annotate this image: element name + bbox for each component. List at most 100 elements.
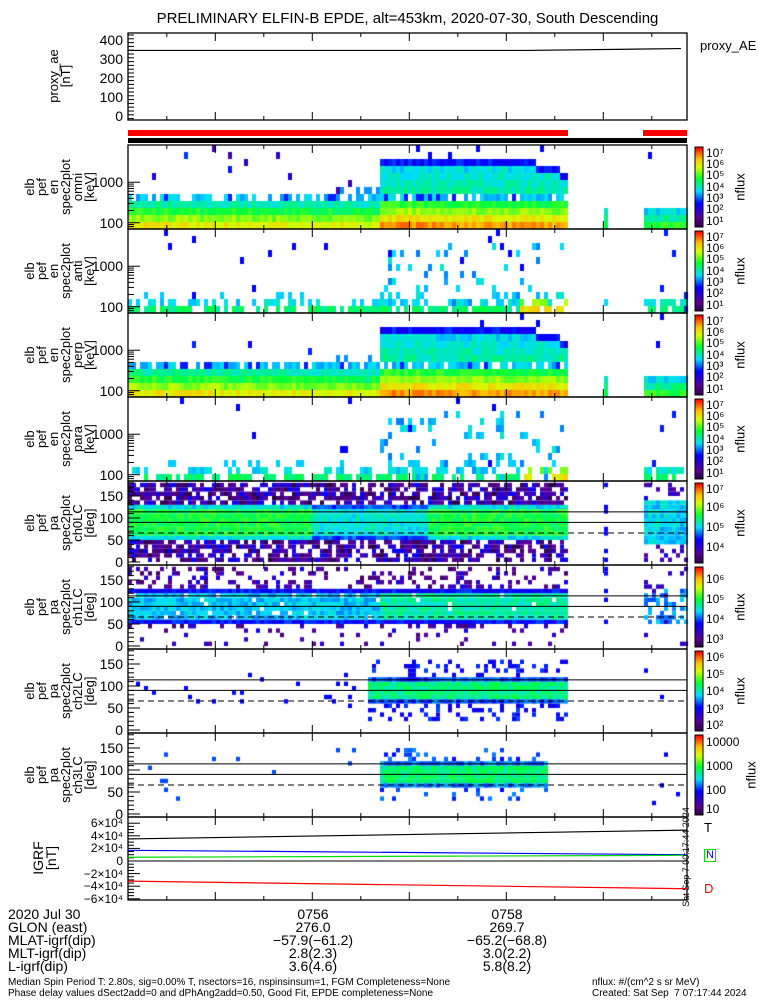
pa-panel-frame — [127, 480, 688, 566]
colorbar-tick-label: 10⁷ — [706, 229, 724, 244]
colorbar-tick-label: 10⁵ — [706, 519, 725, 534]
colorbar-label: nflux — [732, 509, 748, 537]
y-tick-label: 150 — [99, 656, 123, 672]
axis-row-value: 269.7 — [489, 919, 525, 935]
colorbar-label: nflux — [732, 173, 748, 201]
colorbar-tick-label: 10⁵ — [706, 666, 725, 681]
proxy-ae-line — [525, 47, 681, 52]
energy-panel-ylabel: elb pef en spec2plot para [keV] — [22, 411, 97, 467]
pa-panel-ylabel: elb pef pa spec2plot ch3LC [deg] — [22, 747, 97, 803]
y-tick-label: 4×10⁴ — [90, 828, 123, 843]
igrf-legend-D: D — [704, 880, 714, 896]
axis-row-value: 3.6(4.6) — [288, 958, 338, 974]
colorbar-tick-label: 10³ — [706, 190, 724, 205]
y-tick-label: 100 — [99, 762, 123, 778]
y-tick-label: 150 — [99, 488, 123, 504]
axis-row-label: L-igrf(dip) — [8, 958, 68, 974]
y-tick-label: 50 — [107, 616, 123, 632]
energy-panel-ylabel: elb pef en spec2plot omni [keV] — [22, 159, 97, 215]
igrf-ylabel: IGRF [nT] — [30, 841, 59, 875]
y-tick-label: 1000 — [91, 426, 123, 443]
colorbar-tick-label: 10⁶ — [706, 156, 725, 171]
axis-row-value: −57.9(−61.2) — [272, 932, 354, 948]
energy-panel-frame — [127, 312, 688, 398]
y-tick-label: 100 — [99, 89, 123, 105]
axis-row-label: 2020 Jul 30 — [8, 906, 81, 922]
colorbar-label: nflux — [732, 593, 748, 621]
y-tick-label: 100 — [99, 678, 123, 694]
y-tick-label: 0 — [116, 854, 123, 868]
colorbar-tick-label: 10¹ — [706, 213, 724, 228]
axis-row-value: −65.2(−68.8) — [466, 932, 548, 948]
colorbar-tick-label: 10⁴ — [706, 431, 725, 446]
colorbar-tick-label: 10⁶ — [706, 240, 725, 255]
creation-side-stamp: Sat Sep 7 00:17:44 2024 — [680, 807, 691, 907]
axis-row-value: 5.8(8.2) — [482, 958, 532, 974]
proxy-ae-legend: proxy_AE — [700, 38, 757, 53]
colorbar-label: nflux — [743, 761, 759, 789]
axis-row-value: 0758 — [491, 906, 523, 922]
colorbar-tick-label: 10³ — [706, 274, 724, 289]
y-tick-label: 6×10⁴ — [90, 816, 123, 831]
colorbar-tick-label: 10¹ — [706, 465, 724, 480]
y-tick-label: 100 — [99, 466, 123, 483]
colorbar-tick-label: 10⁶ — [706, 408, 725, 423]
colorbar-tick-label: 10⁶ — [706, 571, 725, 586]
colorbar-tick-label: 10⁴ — [706, 263, 725, 278]
colorbar-tick-label: 10² — [706, 717, 724, 732]
colorbar-tick-label: 10⁴ — [706, 347, 725, 362]
igrf-N-line — [127, 849, 688, 856]
colorbar-tick-label: 10² — [706, 370, 724, 385]
colorbar-tick-label: 10⁴ — [706, 539, 725, 554]
igrf-T-line — [127, 829, 688, 840]
igrf-D-line — [127, 880, 688, 890]
colorbar-tick-label: 10¹ — [706, 381, 724, 396]
pa-panel-frame — [127, 648, 688, 734]
colorbar-label: nflux — [732, 341, 748, 369]
y-tick-label: 100 — [99, 214, 123, 231]
energy-panel-ylabel: elb pef en spec2plot anti [keV] — [22, 243, 97, 299]
y-tick-label: 300 — [99, 51, 123, 67]
colorbar-tick-label: 10000 — [706, 734, 740, 749]
energy-panel-frame — [127, 228, 688, 314]
colorbar-tick-label: 10⁵ — [706, 252, 725, 267]
footer-created: Created: Sat Sep 7 07:17:44 2024 — [592, 988, 747, 999]
energy-panel-ylabel: elb pef en spec2plot perp [keV] — [22, 327, 97, 383]
y-tick-label: 50 — [107, 700, 123, 716]
axis-row-value: 276.0 — [295, 919, 331, 935]
colorbar-tick-label: 10⁷ — [706, 397, 724, 412]
y-tick-label: 200 — [99, 70, 123, 86]
colorbar-tick-label: 10³ — [706, 358, 724, 373]
colorbar-tick-label: 10³ — [706, 631, 724, 646]
y-tick-label: 150 — [99, 740, 123, 756]
colorbar-frame — [694, 230, 704, 312]
colorbar-tick-label: 10⁷ — [706, 313, 724, 328]
y-tick-label: 400 — [99, 32, 123, 48]
proxy-ae-frame — [127, 32, 688, 121]
colorbar-tick-label: 10⁴ — [706, 179, 725, 194]
y-tick-label: 50 — [107, 784, 123, 800]
y-tick-label: 0 — [115, 108, 123, 124]
colorbar-label: nflux — [732, 677, 748, 705]
y-tick-label: 100 — [99, 298, 123, 315]
igrf-legend-N: N — [704, 848, 716, 862]
colorbar-tick-label: 10² — [706, 286, 724, 301]
pa-panel-ylabel: elb pef pa spec2plot ch2LC [deg] — [22, 663, 97, 719]
footer-units: nflux: #/(cm^2 s sr MeV) — [592, 977, 700, 988]
y-tick-label: 0 — [115, 722, 123, 738]
y-tick-label: 50 — [107, 532, 123, 548]
y-tick-label: −6×10⁴ — [83, 891, 123, 906]
colorbar-tick-label: 10¹ — [706, 297, 724, 312]
colorbar-frame — [694, 566, 704, 648]
colorbar-frame — [694, 146, 704, 228]
colorbar-label: nflux — [732, 257, 748, 285]
axis-row-value: 3.0(2.2) — [482, 945, 532, 961]
colorbar-frame — [694, 482, 704, 564]
axis-row-label: MLT-igrf(dip) — [8, 945, 87, 961]
y-tick-label: 100 — [99, 594, 123, 610]
pa-panel-ylabel: elb pef pa spec2plot ch1LC [deg] — [22, 579, 97, 635]
colorbar-tick-label: 10⁶ — [706, 499, 725, 514]
colorbar-tick-label: 10⁶ — [706, 649, 725, 664]
